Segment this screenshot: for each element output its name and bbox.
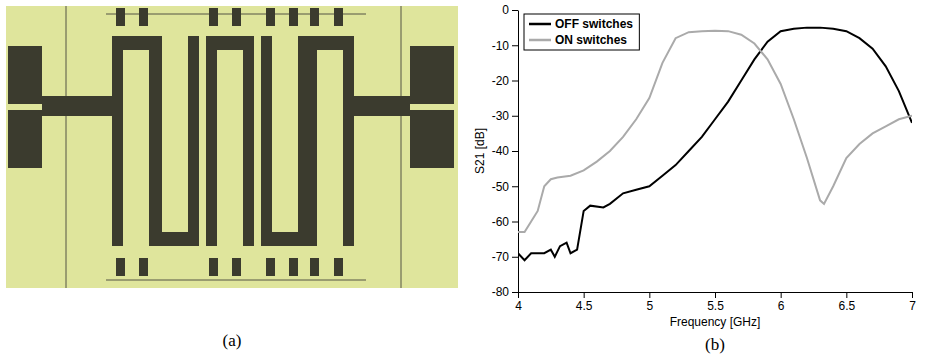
x-tick-mark [518, 292, 519, 298]
x-tick-mark [912, 292, 913, 298]
y-tick-mark [512, 186, 518, 187]
switch [334, 258, 343, 276]
y-tick: 0 [502, 3, 518, 17]
y-tick-mark [512, 116, 518, 117]
y-tick-mark [512, 222, 518, 223]
x-tick-mark [715, 292, 716, 298]
resonator [306, 36, 354, 246]
y-tick-label: -70 [492, 250, 510, 264]
x-tick: 4.5 [576, 292, 593, 313]
canvas: (a) 4 4.5 5 5.5 6 6.5 7 -80 -70 -60 -50 -40 -30 -20 -10… [0, 0, 928, 358]
x-tick: 5.5 [707, 292, 724, 313]
y-tick: -80 [492, 285, 518, 299]
series-line [518, 31, 912, 232]
photo-background [6, 6, 458, 288]
y-axis-title: S21 [dB] [473, 128, 487, 174]
plot-area [518, 28, 912, 261]
switch [232, 8, 241, 26]
legend-swatch [529, 23, 551, 26]
thin-line [66, 6, 67, 288]
y-axis: -80 -70 -60 -50 -40 -30 -20 -10 0 [492, 3, 519, 299]
y-tick-label: -20 [492, 74, 510, 88]
pad [8, 46, 42, 104]
feed [42, 96, 112, 116]
y-tick: -70 [492, 250, 518, 264]
y-tick-label: -40 [492, 144, 510, 158]
y-tick-label: 0 [502, 3, 509, 17]
y-tick-mark [512, 292, 518, 293]
x-tick-label: 7 [909, 299, 916, 313]
switch [116, 258, 125, 276]
legend-swatch [529, 39, 551, 42]
x-tick: 6.5 [838, 292, 855, 313]
thin-line [401, 6, 402, 288]
legend-label: ON switches [555, 33, 627, 47]
panel-label: (a) [223, 331, 242, 350]
x-tick-mark [584, 292, 585, 298]
y-tick-mark [512, 10, 518, 11]
legend-box [524, 14, 639, 50]
x-tick: 4 [515, 292, 522, 313]
x-axis: 4 4.5 5 5.5 6 6.5 7 [515, 292, 916, 313]
panel-label: (b) [705, 335, 725, 354]
feed [352, 96, 410, 116]
y-tick-mark [512, 151, 518, 152]
resonator [261, 36, 309, 246]
x-tick: 5 [646, 292, 653, 313]
switch [139, 8, 148, 26]
switch [266, 8, 275, 26]
y-tick-mark [512, 81, 518, 82]
legend-label: OFF switches [555, 17, 633, 31]
switch [209, 8, 218, 26]
y-tick: -40 [492, 144, 518, 158]
y-tick-mark [512, 257, 518, 258]
switch [289, 258, 298, 276]
x-tick: 6 [778, 292, 785, 313]
series-line [518, 28, 912, 261]
legend: OFF switches ON switches [524, 14, 639, 50]
resonator [206, 36, 254, 246]
x-tick-label: 6.5 [838, 299, 855, 313]
switch [310, 258, 319, 276]
x-tick-label: 4 [515, 299, 522, 313]
y-axis-line [518, 11, 519, 293]
switch [266, 258, 275, 276]
y-tick: -10 [492, 39, 518, 53]
x-axis-title: Frequency [GHz] [670, 315, 761, 329]
switch [289, 8, 298, 26]
x-tick-label: 5 [646, 299, 653, 313]
x-tick: 7 [909, 292, 916, 313]
resonator [151, 36, 199, 246]
x-tick-label: 4.5 [576, 299, 593, 313]
y-tick: -30 [492, 109, 518, 123]
y-tick-label: -50 [492, 180, 510, 194]
switch [334, 8, 343, 26]
switch [310, 8, 319, 26]
panel-a [6, 6, 458, 288]
switch [139, 258, 148, 276]
y-tick-label: -30 [492, 109, 510, 123]
x-tick-mark [846, 292, 847, 298]
x-tick-mark [781, 292, 782, 298]
thin-line [106, 280, 366, 281]
y-tick: -50 [492, 180, 518, 194]
pad [8, 110, 42, 168]
pad [410, 46, 454, 104]
y-tick-mark [512, 45, 518, 46]
x-tick-mark [649, 292, 650, 298]
pad [410, 110, 454, 168]
y-tick-label: -10 [492, 39, 510, 53]
y-tick: -60 [492, 215, 518, 229]
switch [209, 258, 218, 276]
y-tick-label: -80 [492, 285, 510, 299]
x-tick-label: 5.5 [707, 299, 724, 313]
y-tick: -20 [492, 74, 518, 88]
y-tick-label: -60 [492, 215, 510, 229]
switch [116, 8, 125, 26]
switch [232, 258, 241, 276]
x-tick-label: 6 [778, 299, 785, 313]
